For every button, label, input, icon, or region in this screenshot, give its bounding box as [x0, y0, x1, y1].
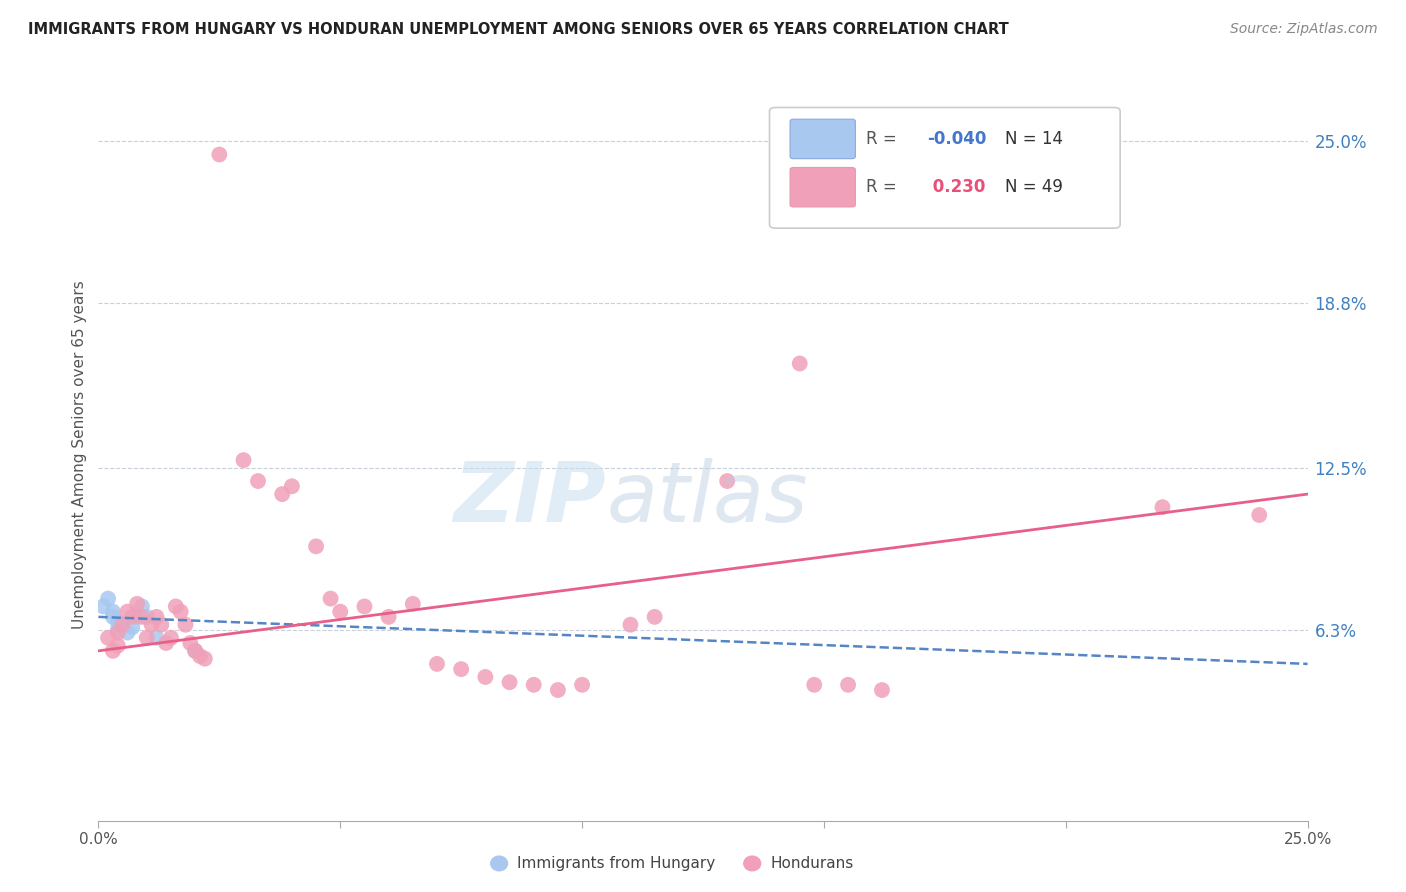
Point: [111, 617, 134, 632]
Point: [145, 631, 167, 645]
Point: [194, 651, 217, 665]
Point: [271, 487, 294, 501]
Text: Source: ZipAtlas.com: Source: ZipAtlas.com: [1230, 22, 1378, 37]
Point: [716, 474, 738, 488]
Point: [101, 610, 124, 624]
Point: [547, 683, 569, 698]
Text: 0.230: 0.230: [927, 178, 986, 196]
Point: [184, 644, 207, 658]
Point: [145, 610, 167, 624]
Point: [107, 625, 129, 640]
FancyBboxPatch shape: [790, 120, 855, 159]
Text: -0.040: -0.040: [927, 130, 986, 148]
Point: [247, 474, 270, 488]
FancyBboxPatch shape: [790, 168, 855, 207]
Point: [127, 597, 149, 611]
Point: [281, 479, 304, 493]
Point: [101, 605, 124, 619]
Point: [329, 605, 352, 619]
Point: [789, 356, 811, 371]
Point: [121, 620, 143, 634]
Point: [107, 615, 129, 629]
Point: [169, 605, 191, 619]
Text: atlas: atlas: [606, 458, 808, 540]
Point: [121, 610, 143, 624]
Text: Hondurans: Hondurans: [770, 856, 853, 871]
FancyBboxPatch shape: [769, 108, 1121, 228]
Point: [127, 610, 149, 624]
Point: [141, 617, 163, 632]
Text: R =: R =: [866, 178, 903, 196]
Point: [107, 639, 129, 653]
Point: [131, 599, 153, 614]
Point: [135, 610, 157, 624]
Point: [131, 610, 153, 624]
Point: [165, 599, 187, 614]
Text: IMMIGRANTS FROM HUNGARY VS HONDURAN UNEMPLOYMENT AMONG SENIORS OVER 65 YEARS COR: IMMIGRANTS FROM HUNGARY VS HONDURAN UNEM…: [28, 22, 1010, 37]
Point: [402, 597, 425, 611]
Point: [644, 610, 666, 624]
Text: N = 14: N = 14: [1005, 130, 1063, 148]
Point: [150, 617, 173, 632]
Point: [91, 599, 114, 614]
Point: [101, 644, 124, 658]
Text: N = 49: N = 49: [1005, 178, 1063, 196]
Point: [450, 662, 472, 676]
Point: [184, 644, 207, 658]
Point: [117, 625, 139, 640]
Point: [1249, 508, 1271, 522]
Point: [111, 617, 134, 632]
Point: [619, 617, 641, 632]
Point: [426, 657, 449, 671]
Point: [155, 636, 177, 650]
Point: [319, 591, 342, 606]
Point: [232, 453, 254, 467]
Point: [117, 605, 139, 619]
Text: R =: R =: [866, 130, 903, 148]
Point: [377, 610, 399, 624]
Point: [179, 636, 201, 650]
Point: [97, 591, 120, 606]
Point: [135, 631, 157, 645]
Point: [523, 678, 546, 692]
Point: [97, 631, 120, 645]
Text: ZIP: ZIP: [454, 458, 606, 540]
Text: Immigrants from Hungary: Immigrants from Hungary: [517, 856, 716, 871]
Point: [1152, 500, 1174, 515]
Point: [353, 599, 375, 614]
Point: [803, 678, 825, 692]
Point: [208, 147, 231, 161]
Point: [837, 678, 859, 692]
Point: [188, 649, 211, 664]
Point: [474, 670, 496, 684]
Point: [174, 617, 197, 632]
Point: [160, 631, 183, 645]
Point: [870, 683, 893, 698]
Point: [107, 623, 129, 637]
Y-axis label: Unemployment Among Seniors over 65 years: Unemployment Among Seniors over 65 years: [72, 281, 87, 629]
Point: [498, 675, 520, 690]
Point: [571, 678, 593, 692]
Point: [305, 539, 328, 553]
